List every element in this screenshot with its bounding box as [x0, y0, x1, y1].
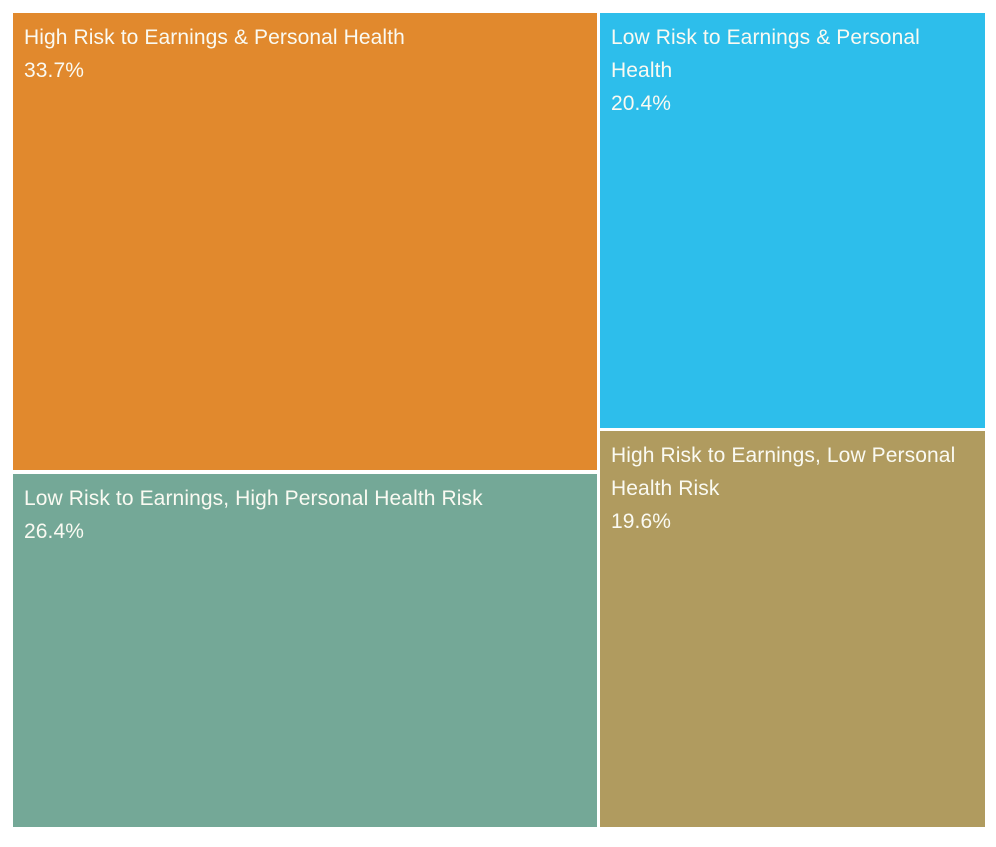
treemap-tile-high-risk-earnings-and-health[interactable]: High Risk to Earnings & Personal Health … [13, 13, 597, 470]
tile-value: 26.4% [24, 520, 85, 543]
treemap-tile-low-earnings-high-health-risk[interactable]: Low Risk to Earnings, High Personal Heal… [13, 474, 597, 827]
treemap-tile-high-earnings-low-health-risk[interactable]: High Risk to Earnings, Low Personal Heal… [600, 431, 985, 827]
tile-value: 33.7% [24, 59, 85, 82]
tile-label: High Risk to Earnings, Low Personal Heal… [611, 444, 956, 500]
treemap-tile-low-risk-earnings-and-health[interactable]: Low Risk to Earnings & Personal Health 2… [600, 13, 985, 428]
tile-label: High Risk to Earnings & Personal Health [24, 26, 405, 49]
tile-label: Low Risk to Earnings, High Personal Heal… [24, 487, 483, 510]
tile-value: 20.4% [611, 92, 672, 115]
tile-label: Low Risk to Earnings & Personal Health [611, 26, 920, 82]
tile-value: 19.6% [611, 510, 672, 533]
